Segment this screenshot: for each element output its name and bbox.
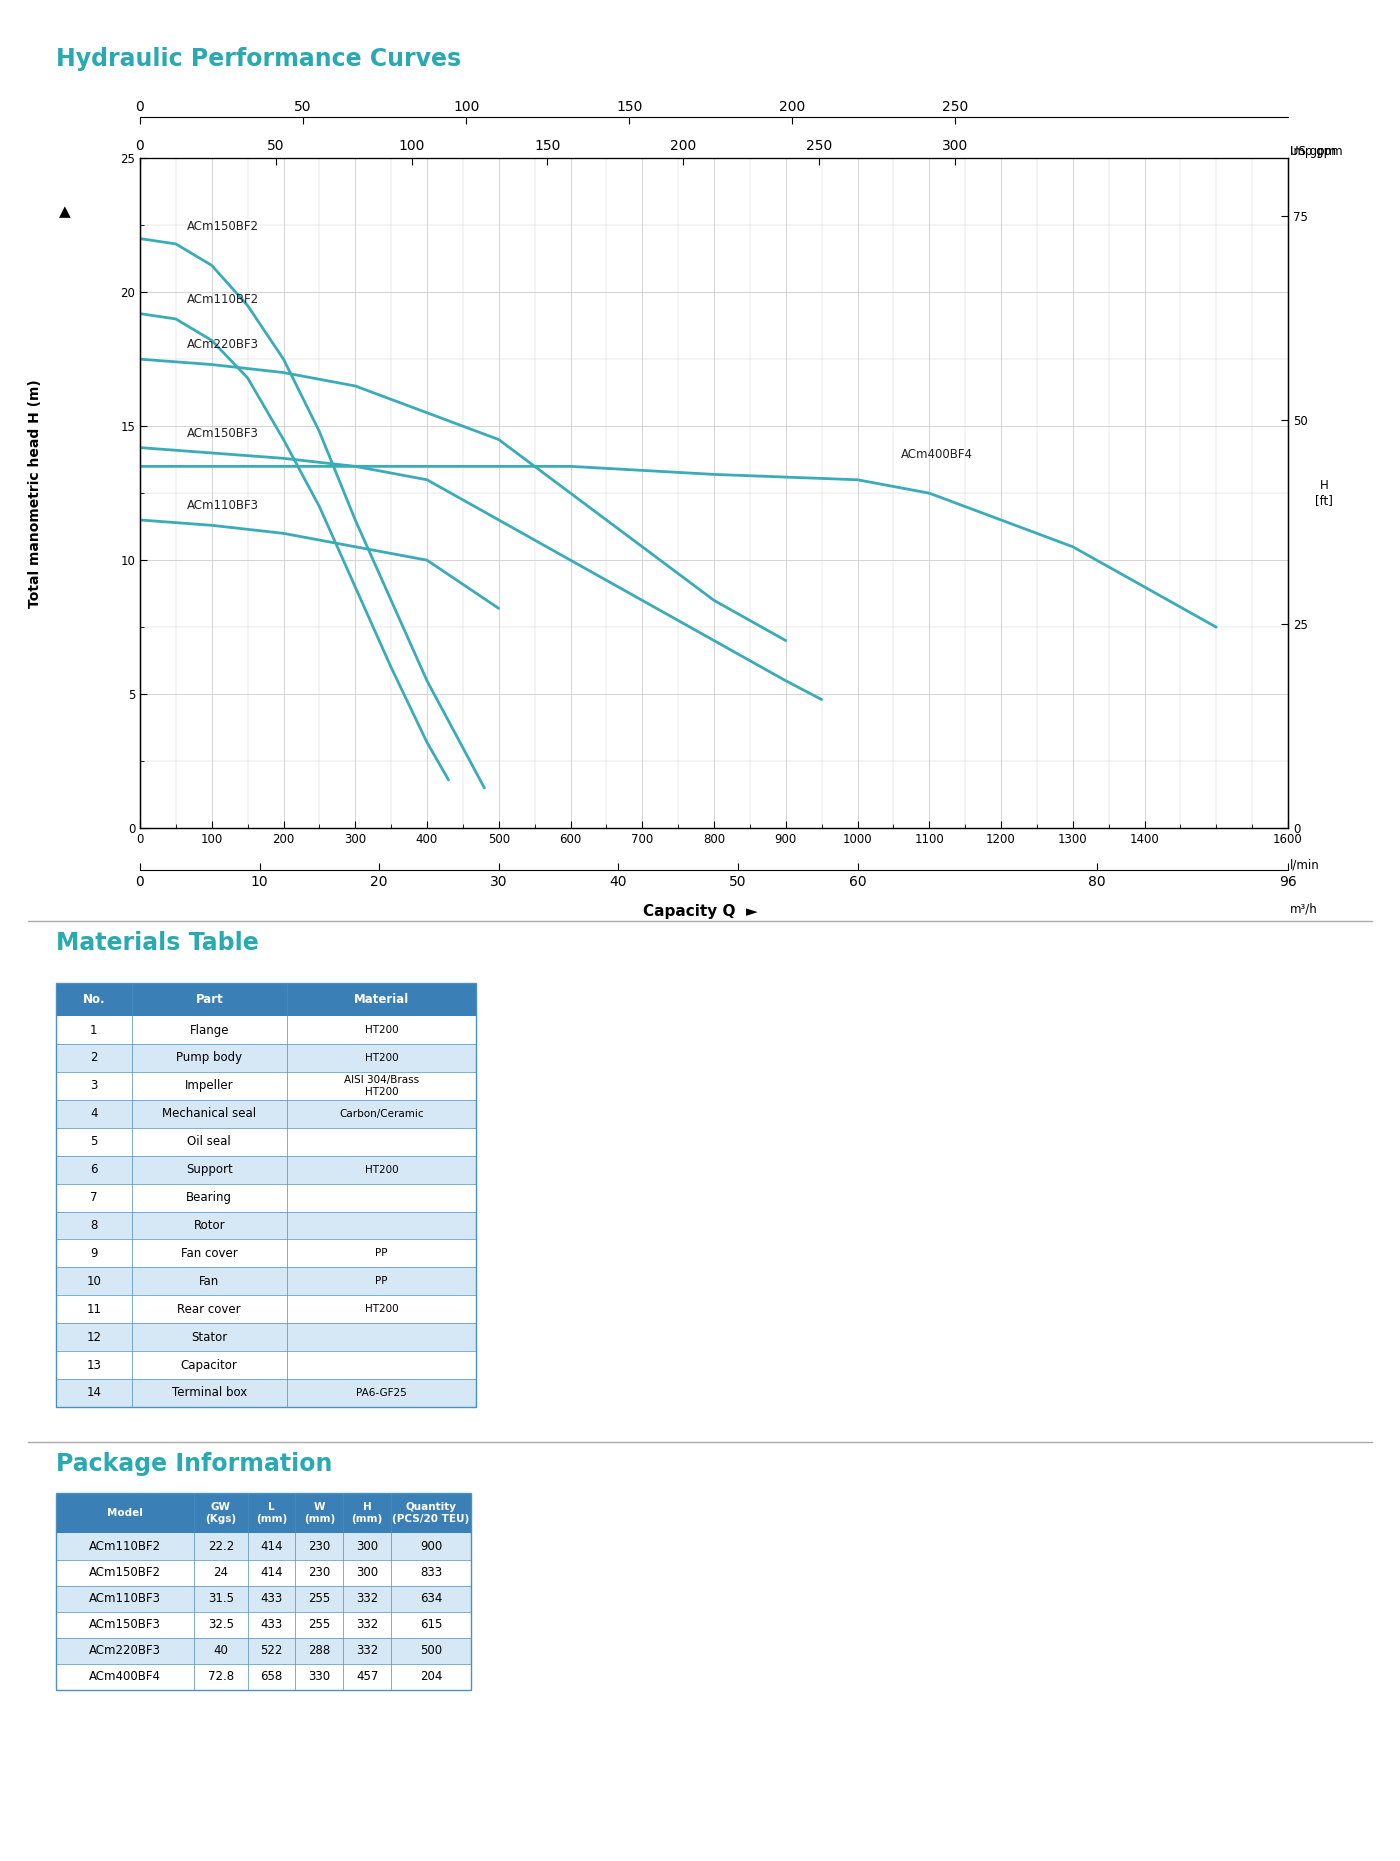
Text: Terminal box: Terminal box — [172, 1386, 246, 1399]
Text: 40: 40 — [213, 1645, 228, 1656]
Text: Carbon/Ceramic: Carbon/Ceramic — [339, 1109, 424, 1118]
Text: No.: No. — [83, 994, 105, 1005]
Text: ACm110BF3: ACm110BF3 — [186, 499, 259, 512]
Text: HT200: HT200 — [364, 1053, 399, 1063]
Text: 4: 4 — [90, 1107, 98, 1120]
Text: 204: 204 — [420, 1671, 442, 1682]
Text: 658: 658 — [260, 1671, 283, 1682]
Text: 300: 300 — [356, 1541, 378, 1552]
Text: 9: 9 — [90, 1247, 98, 1260]
Text: 332: 332 — [356, 1593, 378, 1604]
Text: 433: 433 — [260, 1593, 283, 1604]
Text: 5: 5 — [90, 1135, 98, 1148]
Text: 255: 255 — [308, 1619, 330, 1630]
Text: 330: 330 — [308, 1671, 330, 1682]
Text: 288: 288 — [308, 1645, 330, 1656]
Text: 615: 615 — [420, 1619, 442, 1630]
Text: m³/h: m³/h — [1291, 903, 1317, 916]
Text: ACm150BF2: ACm150BF2 — [186, 220, 259, 233]
Text: 31.5: 31.5 — [209, 1593, 234, 1604]
Text: 634: 634 — [420, 1593, 442, 1604]
Text: PA6-GF25: PA6-GF25 — [356, 1388, 407, 1398]
Text: ACm110BF3: ACm110BF3 — [90, 1593, 161, 1604]
Text: L
(mm): L (mm) — [256, 1502, 287, 1524]
Text: 6: 6 — [90, 1163, 98, 1176]
Text: 10: 10 — [87, 1275, 101, 1288]
Text: 230: 230 — [308, 1567, 330, 1578]
Text: ACm400BF4: ACm400BF4 — [900, 449, 973, 462]
Text: 7: 7 — [90, 1191, 98, 1204]
Text: Mechanical seal: Mechanical seal — [162, 1107, 256, 1120]
Text: ACm150BF3: ACm150BF3 — [186, 426, 259, 439]
Text: Stator: Stator — [192, 1331, 227, 1344]
Text: Bearing: Bearing — [186, 1191, 232, 1204]
Text: 332: 332 — [356, 1619, 378, 1630]
Text: Model: Model — [108, 1507, 143, 1519]
Text: Part: Part — [196, 994, 223, 1005]
Text: AISI 304/Brass
HT200: AISI 304/Brass HT200 — [344, 1076, 419, 1096]
Text: 900: 900 — [420, 1541, 442, 1552]
Text: 332: 332 — [356, 1645, 378, 1656]
Text: Quantity
(PCS/20 TEU): Quantity (PCS/20 TEU) — [392, 1502, 469, 1524]
Text: HT200: HT200 — [364, 1165, 399, 1174]
Text: 22.2: 22.2 — [207, 1541, 234, 1552]
Text: 1: 1 — [90, 1024, 98, 1037]
Text: US gpm: US gpm — [1291, 145, 1337, 158]
Text: 3: 3 — [90, 1079, 98, 1092]
Text: 32.5: 32.5 — [209, 1619, 234, 1630]
Text: 833: 833 — [420, 1567, 442, 1578]
Text: ACm220BF3: ACm220BF3 — [186, 339, 259, 352]
Text: HT200: HT200 — [364, 1305, 399, 1314]
Text: 500: 500 — [420, 1645, 442, 1656]
Text: Capacitor: Capacitor — [181, 1359, 238, 1372]
Text: 230: 230 — [308, 1541, 330, 1552]
Text: 433: 433 — [260, 1619, 283, 1630]
Text: H
(mm): H (mm) — [351, 1502, 382, 1524]
Text: Flange: Flange — [189, 1024, 230, 1037]
Text: ▲: ▲ — [59, 205, 70, 220]
Text: Imp gpm: Imp gpm — [1291, 145, 1343, 158]
Text: Total manometric head H (m): Total manometric head H (m) — [28, 380, 42, 607]
Text: 24: 24 — [213, 1567, 228, 1578]
Text: 2: 2 — [90, 1051, 98, 1064]
Text: 8: 8 — [90, 1219, 98, 1232]
Text: 12: 12 — [87, 1331, 101, 1344]
Text: ACm150BF2: ACm150BF2 — [90, 1567, 161, 1578]
Text: 14: 14 — [87, 1386, 101, 1399]
Text: W
(mm): W (mm) — [304, 1502, 335, 1524]
Text: Material: Material — [354, 994, 409, 1005]
Text: Rotor: Rotor — [193, 1219, 225, 1232]
Text: Hydraulic Performance Curves: Hydraulic Performance Curves — [56, 47, 461, 71]
Text: 13: 13 — [87, 1359, 101, 1372]
Text: Materials Table: Materials Table — [56, 930, 259, 955]
Text: PP: PP — [375, 1249, 388, 1258]
Text: 11: 11 — [87, 1303, 101, 1316]
Text: ACm110BF2: ACm110BF2 — [186, 292, 259, 305]
Text: Fan: Fan — [199, 1275, 220, 1288]
Text: HT200: HT200 — [364, 1025, 399, 1035]
Text: 414: 414 — [260, 1567, 283, 1578]
Text: Support: Support — [186, 1163, 232, 1176]
Text: Impeller: Impeller — [185, 1079, 234, 1092]
Text: Oil seal: Oil seal — [188, 1135, 231, 1148]
Text: Capacity Q  ►: Capacity Q ► — [643, 904, 757, 919]
Text: 72.8: 72.8 — [207, 1671, 234, 1682]
Text: 255: 255 — [308, 1593, 330, 1604]
Text: Fan cover: Fan cover — [181, 1247, 238, 1260]
Text: 300: 300 — [356, 1567, 378, 1578]
Text: Package Information: Package Information — [56, 1452, 332, 1476]
Text: ACm110BF2: ACm110BF2 — [90, 1541, 161, 1552]
Text: ACm220BF3: ACm220BF3 — [90, 1645, 161, 1656]
Text: GW
(Kgs): GW (Kgs) — [206, 1502, 237, 1524]
Text: 414: 414 — [260, 1541, 283, 1552]
Text: 457: 457 — [356, 1671, 378, 1682]
Text: ACm400BF4: ACm400BF4 — [90, 1671, 161, 1682]
Y-axis label: H
[ft]: H [ft] — [1316, 478, 1333, 508]
Text: Rear cover: Rear cover — [178, 1303, 241, 1316]
Text: PP: PP — [375, 1277, 388, 1286]
Text: l/min: l/min — [1291, 858, 1320, 871]
Text: Pump body: Pump body — [176, 1051, 242, 1064]
Text: ACm150BF3: ACm150BF3 — [90, 1619, 161, 1630]
Text: 522: 522 — [260, 1645, 283, 1656]
